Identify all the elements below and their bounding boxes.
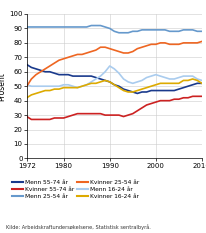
Legend: Menn 55-74 år, Kvinner 55-74 år, Menn 25-54 år, Kvinner 25-54 år, Menn 16-24 år,: Menn 55-74 år, Kvinner 55-74 år, Menn 25… [12,180,139,199]
Y-axis label: Prosent: Prosent [0,72,6,101]
Text: Kilde: Arbeidskraftundersøkelsene, Statistisk sentralbyrå.: Kilde: Arbeidskraftundersøkelsene, Stati… [6,224,151,230]
